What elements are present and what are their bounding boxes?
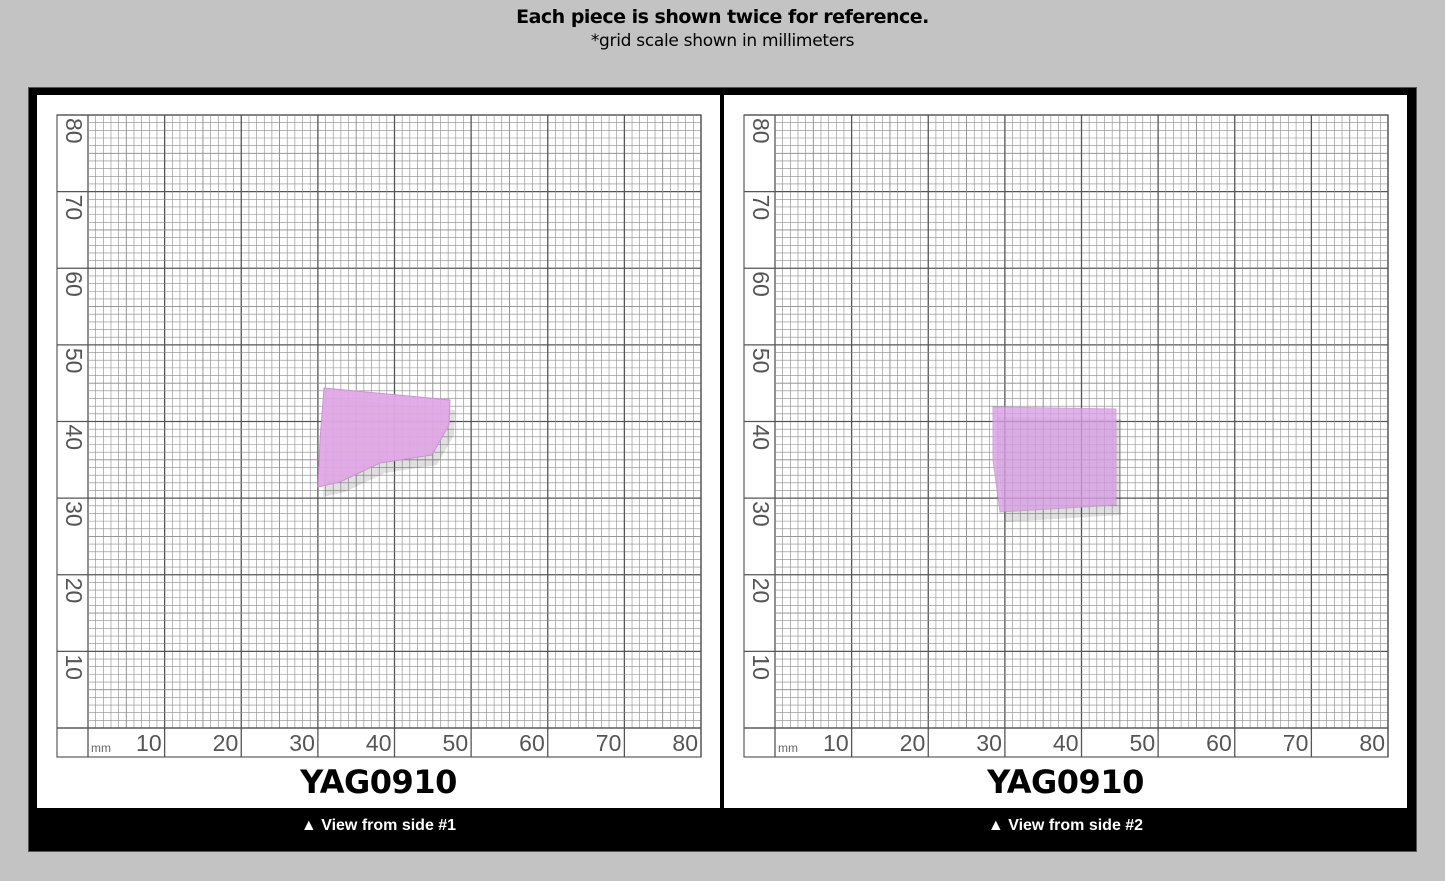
unit-label: mm (778, 741, 798, 755)
x-tick-label: 20 (213, 730, 239, 756)
x-tick-label: 80 (1359, 730, 1385, 756)
unit-label: mm (91, 741, 111, 755)
x-tick-label: 60 (519, 730, 545, 756)
piece-code: YAG0910 (987, 763, 1144, 801)
y-tick-label: 70 (61, 195, 87, 221)
y-tick-label: 40 (61, 425, 87, 451)
y-tick-label: 70 (748, 195, 774, 221)
x-tick-label: 40 (366, 730, 392, 756)
y-tick-label: 30 (61, 501, 87, 527)
y-tick-label: 60 (748, 271, 774, 297)
y-tick-label: 60 (61, 271, 87, 297)
panel-side-2: mm 10 20 30 40 50 60 70 80 80 70 60 50 40 30 20 10 YAG09… (724, 95, 1407, 808)
piece-code: YAG0910 (300, 763, 457, 801)
x-tick-label: 10 (136, 730, 162, 756)
page-subtitle: *grid scale shown in millimeters (590, 31, 855, 51)
y-tick-label: 10 (748, 654, 774, 680)
x-tick-label: 30 (976, 730, 1002, 756)
y-tick-label: 20 (61, 578, 87, 604)
x-tick-label: 20 (900, 730, 926, 756)
x-tick-label: 40 (1053, 730, 1079, 756)
grid-photo-side-1: mm 10 20 30 40 50 60 70 80 80 70 60 50 40 30 20 10 (56, 114, 702, 758)
x-tick-label: 70 (596, 730, 622, 756)
x-tick-label: 60 (1206, 730, 1232, 756)
x-tick-label: 50 (443, 730, 469, 756)
y-tick-label: 20 (748, 578, 774, 604)
panel-side-1: mm 10 20 30 40 50 60 70 80 80 70 60 50 40 30 20 10 YAG09… (37, 95, 720, 808)
crystal-piece (992, 406, 1117, 513)
x-tick-label: 30 (289, 730, 315, 756)
x-tick-label: 70 (1283, 730, 1309, 756)
y-tick-label: 50 (748, 348, 774, 374)
y-tick-label: 80 (748, 118, 774, 144)
crystal-piece (317, 387, 451, 488)
y-tick-label: 40 (748, 425, 774, 451)
caption-side-1: ▲ View from side #1 (300, 817, 457, 834)
caption-side-2: ▲ View from side #2 (987, 817, 1144, 834)
x-tick-label: 10 (823, 730, 849, 756)
y-tick-label: 30 (748, 501, 774, 527)
grid-photo-side-2: mm 10 20 30 40 50 60 70 80 80 70 60 50 40 30 20 10 (743, 114, 1389, 758)
y-tick-label: 80 (61, 118, 87, 144)
x-tick-label: 80 (672, 730, 698, 756)
x-tick-label: 50 (1130, 730, 1156, 756)
page-title: Each piece is shown twice for reference. (516, 6, 929, 28)
y-tick-label: 50 (61, 348, 87, 374)
y-tick-label: 10 (61, 654, 87, 680)
